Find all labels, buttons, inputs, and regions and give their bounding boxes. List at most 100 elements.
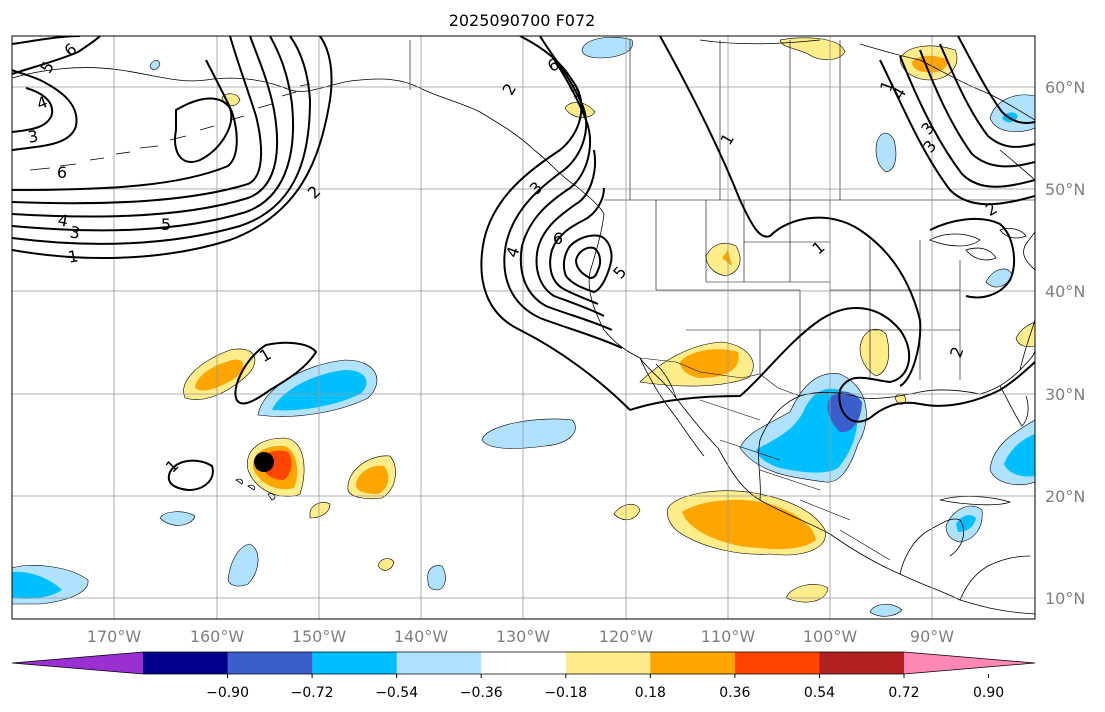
negative-anomaly-area: [875, 132, 897, 173]
positive-anomaly-area: [377, 558, 395, 571]
contour-label: 3: [68, 222, 81, 242]
contour-line: [629, 306, 1035, 423]
contour-line: [167, 459, 214, 492]
negative-anomaly-area: [581, 37, 633, 59]
contour-line: [659, 36, 922, 387]
contour-line: [480, 36, 631, 411]
us-mexico-border: [639, 357, 801, 397]
colorbar-tick-label: −0.54: [375, 685, 418, 701]
colorbar-segment: [227, 652, 313, 674]
contour-line: [12, 87, 54, 133]
gulf-coast: [758, 349, 1035, 501]
positive-anomaly-area: [1015, 321, 1035, 348]
colorbar-segment: [734, 652, 820, 674]
positive-anomaly-area: [356, 465, 389, 494]
lat-label: 20°N: [1045, 487, 1085, 506]
east-coast: [1019, 231, 1035, 371]
colorbar-tick-label: −0.72: [291, 685, 334, 701]
contour-line: [12, 59, 238, 191]
colorbar-extend-low: [12, 652, 143, 674]
negative-anomaly-area: [227, 543, 259, 587]
mexico-state-lines: [699, 399, 891, 561]
colorbar-tick-label: 0.18: [635, 685, 666, 701]
contour-label: 6: [553, 229, 563, 248]
contour-label: 6: [57, 163, 67, 182]
contour-line: [574, 246, 602, 280]
negative-anomaly-area: [12, 571, 62, 599]
positive-anomaly-area: [613, 503, 641, 521]
lat-label: 50°N: [1045, 180, 1085, 199]
great-lakes: [929, 228, 1027, 261]
colorbar-segment: [481, 652, 567, 674]
colorbar-segment: [819, 652, 905, 674]
contour-line: [562, 234, 613, 294]
contour-line: [957, 36, 1035, 124]
longitude-labels: 170°W 160°W 150°W 140°W 130°W 120°W 110°…: [87, 627, 954, 646]
colorbar-tick-label: 0.72: [888, 685, 919, 701]
contour-line: [549, 187, 605, 305]
contour-line: [12, 69, 78, 151]
negative-anomaly-area: [827, 391, 862, 433]
colorbar-extend-high: [904, 652, 1035, 674]
gridlines: [12, 36, 1035, 619]
contour-line: [234, 341, 318, 405]
negative-anomaly-area: [956, 515, 976, 532]
colorbar-outline: [11, 651, 1036, 675]
contour-line: [12, 36, 263, 205]
contour-line: [535, 149, 605, 317]
contour-label: 3: [26, 126, 39, 146]
central-america: [959, 555, 1031, 601]
colorbar: [11, 651, 1036, 675]
contour-line: [939, 43, 1035, 148]
positive-anomaly-area: [705, 243, 741, 277]
negative-anomaly-area: [427, 565, 446, 591]
figure-title: 2025090700 F072: [449, 11, 596, 30]
contour-line: [879, 59, 1035, 206]
west-coast: [588, 213, 1035, 615]
colorbar-segment: [143, 652, 229, 674]
colorbar-tick-label: 0.54: [804, 685, 835, 701]
contour-line: [503, 36, 623, 349]
lon-label: 130°W: [496, 627, 551, 646]
map-area: 6 5 4 3 6 2 5 4 3 1 1 1 2 5 6 3 4 6 5 1 …: [12, 36, 1035, 619]
colorbar-tick-label: 0.90: [973, 685, 1004, 701]
negative-anomaly-area: [869, 603, 903, 617]
lon-label: 110°W: [701, 627, 756, 646]
latitude-labels: 60°N 50°N 40°N 30°N 20°N 10°N: [1045, 78, 1085, 608]
contour-label: 4: [56, 210, 69, 230]
contour-label: 1: [66, 246, 79, 266]
borders: [409, 40, 1035, 561]
canada-arctic-coast: [699, 39, 921, 61]
aleutian-islands: [29, 83, 311, 171]
positive-anomaly-area: [779, 37, 846, 61]
positive-anomaly-area: [682, 499, 816, 550]
cuba-island: [939, 495, 1012, 506]
colorbar-tick-label: −0.36: [460, 685, 503, 701]
colorbar-segment: [650, 652, 736, 674]
contour-lines: [12, 36, 1035, 492]
lon-label: 170°W: [87, 627, 142, 646]
lon-label: 160°W: [190, 627, 245, 646]
positive-anomaly-area: [912, 55, 948, 73]
positive-anomaly-area: [195, 359, 244, 391]
lon-label: 90°W: [910, 627, 954, 646]
contour-line: [919, 49, 1035, 168]
contour-line: [12, 36, 101, 75]
contour-line: [12, 36, 295, 232]
negative-anomaly-area: [481, 418, 576, 449]
lon-label: 120°W: [599, 627, 654, 646]
lat-label: 60°N: [1045, 78, 1085, 97]
lon-label: 150°W: [292, 627, 347, 646]
positive-anomaly-area: [309, 502, 331, 519]
baja-california: [639, 357, 705, 457]
florida-peninsula: [999, 385, 1029, 427]
map-frame: [11, 35, 1036, 620]
negative-anomaly-area: [149, 60, 161, 70]
contour-line: [174, 97, 233, 163]
contour-line: [12, 36, 279, 218]
lat-label: 30°N: [1045, 385, 1085, 404]
yucatan-coast: [899, 518, 964, 575]
negative-anomaly-area: [1004, 434, 1035, 477]
anomaly-shading: [12, 37, 1035, 617]
colorbar-tick-label: 0.36: [719, 685, 750, 701]
